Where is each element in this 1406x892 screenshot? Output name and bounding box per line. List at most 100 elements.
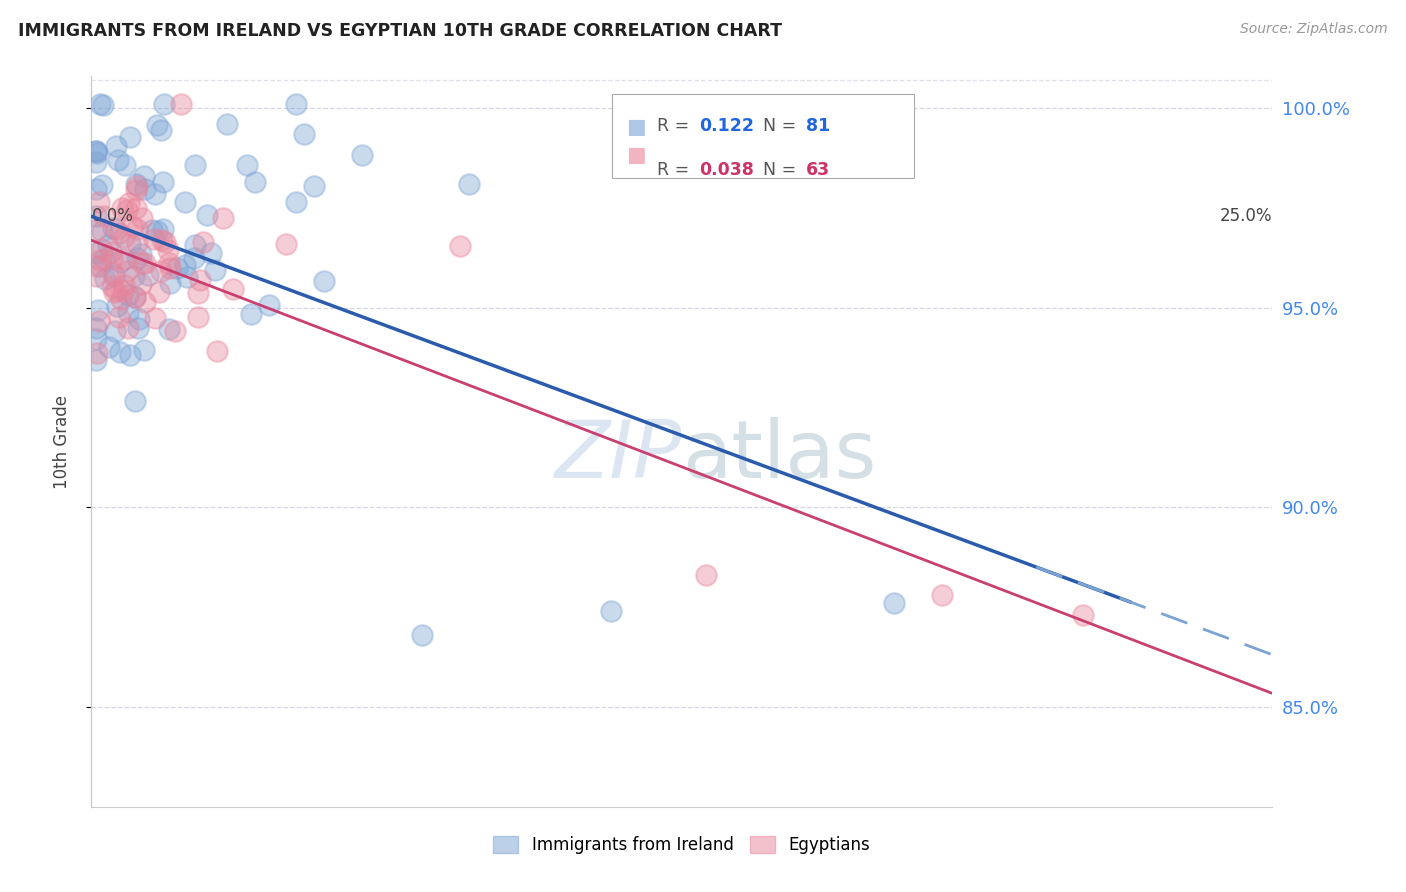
Point [184,238,207,252]
Point [134,255,156,269]
Point [883,596,905,610]
Point [84,223,107,237]
Point [134,182,156,196]
Point [146,224,169,238]
Point [239,307,262,321]
Point [117,320,139,334]
Point [105,222,128,236]
Point [108,226,131,240]
Point [191,235,214,249]
Point [134,294,156,309]
Point [122,268,145,283]
Point [87,194,110,209]
Point [111,201,134,215]
Point [93,210,115,224]
Text: 25.0%: 25.0% [1220,208,1272,226]
Point [86,268,108,283]
Point [159,276,181,290]
Point [84,259,107,273]
Point [111,284,134,298]
Point [204,263,226,277]
Point [195,208,218,222]
Point [128,312,150,326]
Point [143,232,166,246]
Text: ■: ■ [626,145,645,165]
Point [411,628,433,642]
Point [112,277,135,292]
Point [285,195,308,210]
Point [314,275,336,289]
Text: 0.038: 0.038 [699,161,754,178]
Point [108,255,131,269]
Point [104,138,127,153]
Point [212,211,235,225]
Point [101,252,124,267]
Text: ■: ■ [626,117,645,136]
Point [131,211,153,225]
Point [125,221,148,235]
Point [304,178,326,193]
Point [89,252,111,267]
Point [188,273,211,287]
Point [131,255,153,269]
Point [117,305,139,319]
Text: 0.0%: 0.0% [91,208,134,226]
Point [184,158,207,172]
Point [152,175,174,189]
Point [89,259,111,273]
Point [91,97,114,112]
Point [150,233,173,247]
Point [124,290,146,304]
Point [157,256,180,270]
Point [148,285,170,299]
Point [695,568,717,582]
Point [125,177,148,191]
Text: Source: ZipAtlas.com: Source: ZipAtlas.com [1240,22,1388,37]
Point [159,261,181,276]
Point [153,235,176,249]
Point [350,148,373,162]
Point [174,258,197,272]
Point [105,299,128,313]
Point [187,310,209,325]
Point [222,282,245,296]
Point [108,310,131,324]
Point [86,346,108,360]
Point [129,277,152,292]
Point [101,266,124,280]
Point [114,158,136,172]
Text: N =: N = [763,117,803,135]
Text: R =: R = [657,161,695,178]
Point [84,144,107,158]
Point [107,153,129,168]
Point [118,196,141,211]
Point [146,118,169,132]
Point [259,298,281,312]
Point [153,96,176,111]
Point [84,209,107,223]
Point [145,186,167,201]
Point [187,286,209,301]
Point [101,220,124,235]
Point [125,182,148,196]
Point [150,264,173,278]
Text: 0.122: 0.122 [699,117,754,135]
Point [136,268,159,282]
Point [165,324,187,338]
Point [152,222,174,236]
Point [84,144,107,158]
Point [84,155,107,169]
Point [89,96,111,111]
Point [91,242,114,256]
Point [173,195,195,210]
Point [284,96,307,111]
Point [84,333,107,347]
Text: N =: N = [763,161,803,178]
Point [103,268,125,283]
Point [110,344,132,359]
Point [125,201,148,215]
Text: 63: 63 [806,161,830,178]
Point [1073,608,1095,623]
Point [100,245,122,260]
Point [132,169,155,183]
